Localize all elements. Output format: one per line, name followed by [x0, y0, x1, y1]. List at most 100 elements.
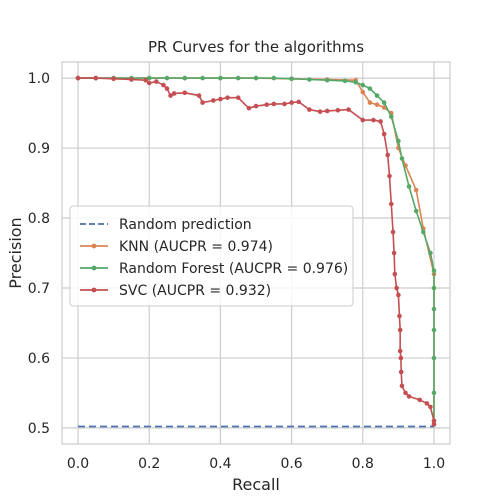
series-point: [424, 401, 430, 406]
series-point: [403, 390, 408, 396]
series-point: [200, 75, 205, 81]
legend-box: [69, 205, 354, 307]
series-point: [253, 103, 259, 109]
series-point: [413, 208, 419, 214]
series-point: [111, 76, 116, 82]
series-point: [182, 75, 188, 81]
series-point: [346, 107, 351, 112]
series-point: [360, 82, 366, 88]
series-point: [387, 173, 392, 179]
series-point: [397, 348, 403, 354]
x-tick-label: 1.0: [423, 456, 445, 472]
series-point: [200, 100, 205, 105]
series-point: [398, 355, 404, 361]
series-point: [246, 105, 252, 111]
series-point: [417, 397, 423, 403]
series-point: [171, 91, 177, 96]
legend-label: SVC (AUCPR = 0.932): [119, 283, 271, 299]
series-point: [399, 156, 405, 161]
series-point: [289, 100, 294, 105]
series-point: [431, 390, 437, 396]
series-point: [406, 184, 412, 189]
series-point: [391, 250, 397, 256]
series-point: [129, 77, 134, 82]
y-tick-label: 0.6: [28, 351, 50, 367]
series-point: [143, 77, 148, 83]
legend-marker: [91, 265, 97, 271]
legend-item: Random Forest (AUCPR = 0.976): [80, 261, 348, 277]
series-point: [431, 355, 437, 361]
series-point: [396, 138, 401, 144]
series-point: [371, 117, 376, 123]
series-point: [367, 86, 373, 91]
series-point: [397, 313, 402, 319]
x-axis-label: Recall: [232, 475, 280, 494]
y-tick-label: 0.7: [28, 281, 50, 297]
series-point: [296, 99, 302, 105]
series-point: [360, 89, 366, 95]
series-point: [390, 229, 396, 235]
series-point: [317, 109, 323, 114]
series-point: [282, 101, 287, 107]
series-point: [360, 117, 366, 123]
legend-item: KNN (AUCPR = 0.974): [80, 239, 273, 255]
series-point: [93, 75, 99, 81]
series-point: [154, 79, 159, 84]
chart-title: PR Curves for the algorithms: [148, 38, 364, 56]
y-axis-label: Precision: [6, 217, 25, 288]
x-tick-label: 0.2: [138, 456, 160, 472]
series-point: [264, 102, 269, 107]
y-tick-labels: 0.5 0.6 0.7 0.8 0.9 1.0: [28, 71, 50, 437]
series-point: [388, 114, 394, 119]
series-point: [161, 82, 166, 88]
series-point: [235, 95, 241, 100]
series-point: [385, 152, 391, 158]
series-point: [394, 285, 399, 291]
series-point: [75, 75, 81, 81]
series-point: [146, 75, 152, 81]
x-tick-label: 0.6: [280, 456, 302, 472]
y-tick-label: 0.8: [28, 211, 50, 227]
series-point: [378, 119, 383, 124]
series-point: [431, 268, 437, 273]
series-point: [431, 285, 437, 291]
series-point: [307, 107, 312, 112]
legend: Random prediction KNN (AUCPR = 0.974) Rand…: [69, 205, 354, 307]
series-point: [397, 327, 403, 333]
series-point: [253, 75, 259, 81]
series-point: [289, 76, 294, 82]
series-point: [218, 96, 223, 102]
series-point: [164, 86, 170, 91]
series-point: [388, 201, 394, 207]
series-point: [367, 100, 373, 105]
y-tick-label: 0.9: [28, 141, 50, 157]
series-point: [196, 93, 202, 98]
series-point: [324, 108, 330, 114]
series-point: [431, 422, 437, 427]
series-point: [431, 327, 437, 333]
series-point: [225, 95, 230, 100]
x-tick-label: 0.4: [209, 456, 231, 472]
series-3: [75, 75, 437, 427]
series-point: [146, 80, 152, 86]
series-point: [342, 78, 348, 84]
series-point: [396, 292, 401, 298]
series-point: [381, 100, 387, 105]
x-tick-label: 0.8: [352, 456, 374, 472]
legend-marker: [91, 243, 97, 249]
series-point: [353, 79, 358, 85]
series-point: [182, 90, 188, 96]
series-point: [307, 77, 312, 82]
series-point: [164, 75, 170, 81]
series-point: [271, 101, 277, 107]
legend-item: Random prediction: [80, 217, 252, 233]
series-point: [374, 102, 380, 107]
series-point: [381, 131, 387, 137]
legend-label: Random Forest (AUCPR = 0.976): [119, 261, 348, 277]
series-point: [271, 75, 277, 81]
x-tick-label: 0.0: [67, 456, 89, 472]
series-point: [335, 107, 341, 113]
series-point: [406, 394, 412, 399]
series-point: [421, 229, 426, 235]
